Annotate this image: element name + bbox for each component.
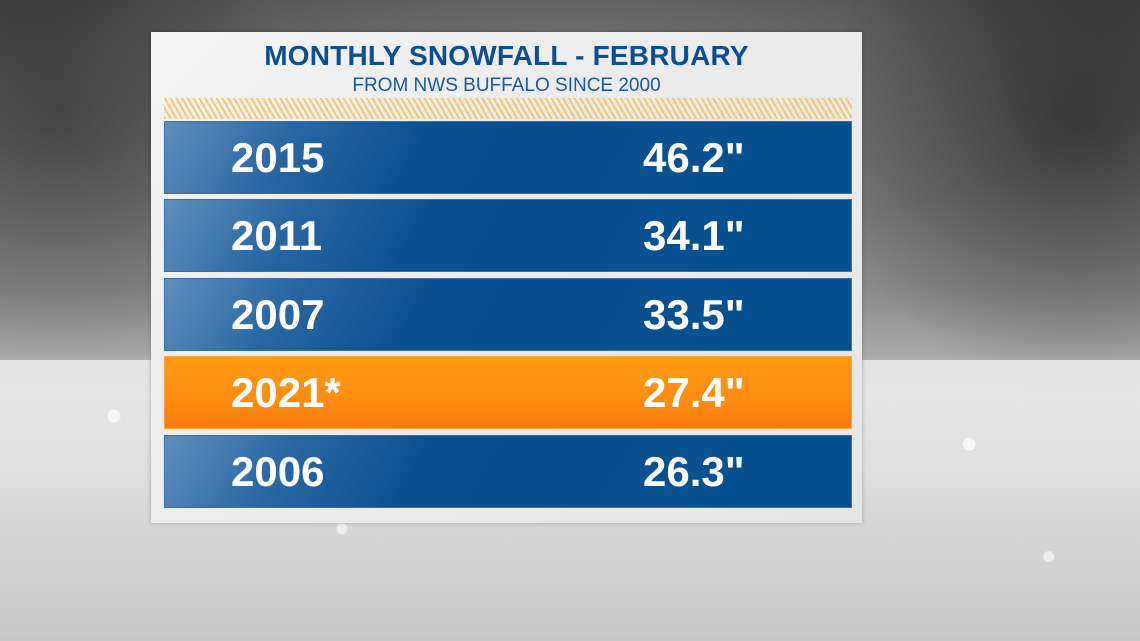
table-row-highlighted: 2021* 27.4": [164, 356, 852, 429]
background-shadow-right: [820, 0, 1140, 400]
row-snowfall-value: 26.3": [643, 447, 745, 495]
row-year: 2015: [231, 133, 325, 181]
row-year: 2011: [231, 211, 323, 259]
table-row: 2006 26.3": [164, 435, 852, 508]
row-year: 2006: [231, 447, 325, 495]
row-snowfall-value: 27.4": [643, 368, 745, 416]
table-row: 2015 46.2": [164, 121, 852, 194]
snowfall-table-panel: MONTHLY SNOWFALL - FEBRUARY FROM NWS BUF…: [151, 32, 862, 523]
row-year: 2021*: [231, 368, 341, 416]
row-snowfall-value: 33.5": [643, 290, 745, 338]
decorative-stripe: [164, 98, 852, 119]
row-year: 2007: [231, 290, 325, 338]
table-row: 2007 33.5": [164, 278, 852, 351]
row-snowfall-value: 34.1": [643, 211, 745, 259]
graphic-title: MONTHLY SNOWFALL - FEBRUARY: [264, 40, 749, 71]
row-snowfall-value: 46.2": [643, 133, 745, 181]
table-row: 2011 34.1": [164, 199, 852, 272]
graphic-subtitle: FROM NWS BUFFALO SINCE 2000: [352, 75, 661, 96]
